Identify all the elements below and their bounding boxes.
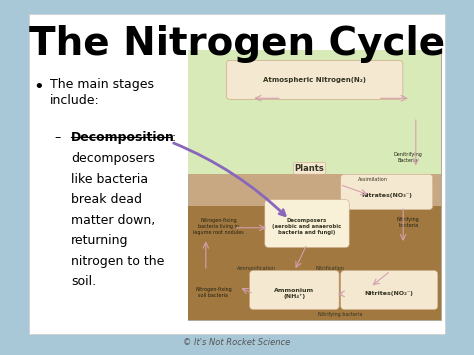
Text: break dead: break dead <box>71 193 142 206</box>
Text: The Nitrogen Cycle: The Nitrogen Cycle <box>29 25 445 63</box>
Text: •: • <box>33 78 44 96</box>
Text: Nitrification: Nitrification <box>315 266 344 271</box>
Text: Nitrifying
bacteria: Nitrifying bacteria <box>397 217 419 228</box>
FancyBboxPatch shape <box>250 271 339 310</box>
Text: Nitrifying bacteria: Nitrifying bacteria <box>318 312 362 317</box>
FancyBboxPatch shape <box>28 14 446 334</box>
FancyBboxPatch shape <box>188 50 441 320</box>
Text: Nitrogen-fixing
bacteria living in
legume root nodules: Nitrogen-fixing bacteria living in legum… <box>193 218 244 235</box>
FancyBboxPatch shape <box>188 206 441 320</box>
FancyBboxPatch shape <box>227 60 403 99</box>
Text: like bacteria: like bacteria <box>71 173 148 186</box>
FancyBboxPatch shape <box>188 50 441 174</box>
Text: Nitrates(NO₃⁻): Nitrates(NO₃⁻) <box>361 193 412 198</box>
Text: © It's Not Rocket Science: © It's Not Rocket Science <box>183 338 291 347</box>
Text: Ammonium
(NH₄⁺): Ammonium (NH₄⁺) <box>274 288 314 299</box>
Text: Ammonification: Ammonification <box>237 266 276 271</box>
Text: Nitrites(NO₂⁻): Nitrites(NO₂⁻) <box>365 291 414 296</box>
FancyBboxPatch shape <box>265 200 349 247</box>
Text: decomposers: decomposers <box>71 152 155 165</box>
Text: –: – <box>54 131 60 144</box>
FancyBboxPatch shape <box>341 271 438 310</box>
Text: :: : <box>171 131 175 144</box>
Text: Denitrifying
Bacteria: Denitrifying Bacteria <box>394 152 423 163</box>
Text: Assimilation: Assimilation <box>358 177 388 182</box>
Text: Atmospheric Nitrogen(N₂): Atmospheric Nitrogen(N₂) <box>263 77 366 83</box>
Text: returning: returning <box>71 234 128 247</box>
FancyBboxPatch shape <box>341 174 433 210</box>
Text: Decomposition: Decomposition <box>71 131 175 144</box>
Text: soil.: soil. <box>71 275 96 289</box>
Text: nitrogen to the: nitrogen to the <box>71 255 164 268</box>
Text: Nitrogen-fixing
soil bacteria: Nitrogen-fixing soil bacteria <box>195 287 232 298</box>
FancyBboxPatch shape <box>24 0 450 355</box>
Text: matter down,: matter down, <box>71 214 155 227</box>
Text: Decomposers
(aerobic and anaerobic
bacteria and fungi): Decomposers (aerobic and anaerobic bacte… <box>273 218 342 235</box>
Text: Plants: Plants <box>295 164 324 173</box>
Text: The main stages
include:: The main stages include: <box>50 78 154 107</box>
